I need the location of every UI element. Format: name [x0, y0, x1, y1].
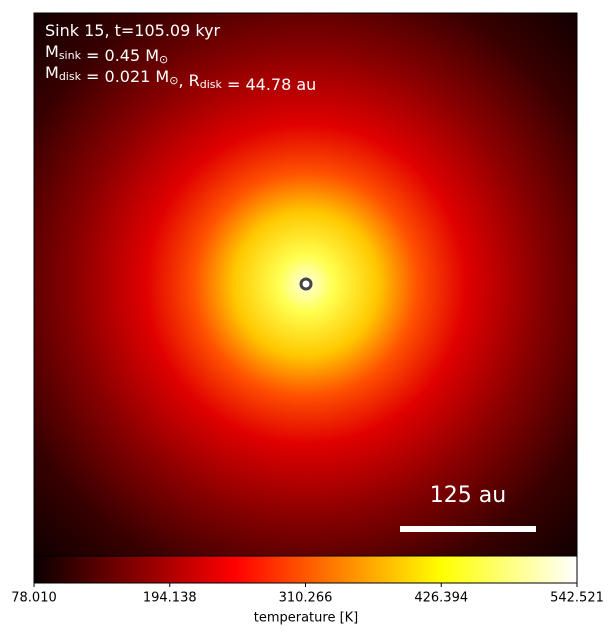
colorbar-label: temperature [K] [254, 611, 359, 626]
text: = 0.021 M [81, 67, 169, 86]
text: , R [178, 71, 199, 90]
subscript: sink [59, 49, 82, 62]
subscript: disk [59, 70, 82, 83]
annotation-line: Mdisk = 0.021 M⊙, Rdisk = 44.78 au [45, 63, 316, 94]
text: M [45, 63, 59, 82]
tick-label: 426.394 [414, 591, 468, 606]
scale-bar-label: 125 au [430, 483, 506, 508]
subscript: ⊙ [159, 53, 168, 66]
tick-label: 310.266 [279, 591, 333, 606]
text: M [45, 42, 59, 61]
tick-label: 194.138 [143, 591, 197, 606]
colorbar [33, 555, 578, 584]
annotation-line: Msink = 0.45 M⊙ [45, 42, 168, 67]
tick-label: 78.010 [11, 591, 57, 606]
tick-label: 542.521 [550, 591, 604, 606]
sink-marker [299, 277, 313, 291]
scale-bar [400, 526, 536, 532]
text: = 0.45 M [81, 46, 159, 65]
subscript: ⊙ [169, 74, 178, 87]
subscript: disk [200, 78, 223, 91]
text: = 44.78 au [222, 75, 316, 94]
annotation-line: Sink 15, t=105.09 kyr [45, 21, 221, 40]
text: Sink 15, t=105.09 kyr [45, 21, 221, 40]
